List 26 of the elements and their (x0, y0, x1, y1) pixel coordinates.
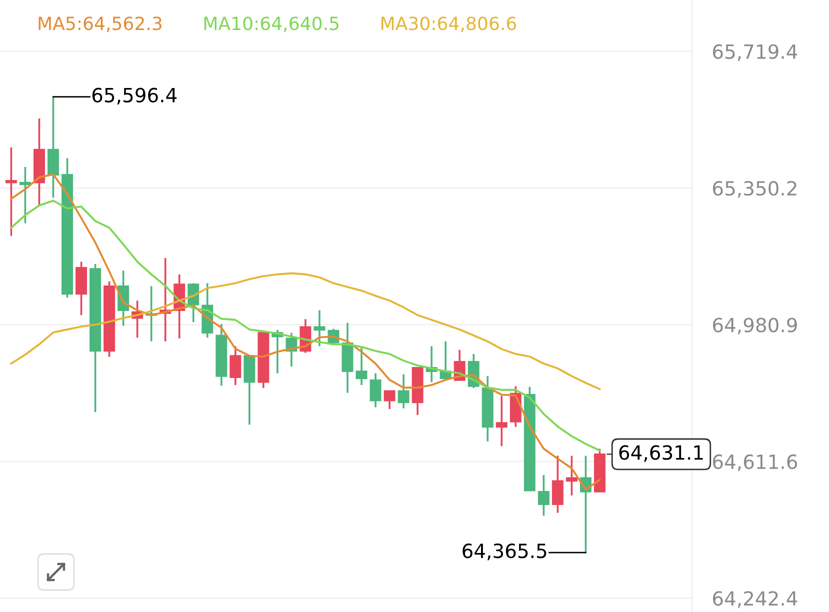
y-tick-label: 64,611.6 (713, 454, 798, 472)
candlestick (384, 390, 396, 410)
y-tick-label: 65,719.4 (713, 44, 798, 61)
candlestick (19, 166, 31, 224)
candlestick (5, 146, 17, 237)
candlestick (566, 454, 578, 496)
candlestick (398, 373, 410, 410)
candlestick (496, 394, 508, 448)
y-tick-label: 64,980.9 (713, 318, 797, 334)
candlestick (188, 282, 200, 324)
y-tick-label: 65,350.2 (713, 180, 796, 198)
candlestick (538, 474, 550, 517)
candlestick (230, 345, 242, 386)
y-tick-label: 64,242.4 (713, 591, 798, 608)
candlestick (552, 454, 564, 514)
text: MA30:64,806.6 (382, 16, 516, 32)
candlestick (314, 309, 326, 348)
line-series (10, 272, 601, 390)
candlestick (356, 345, 368, 386)
annotation: 65,596.4 (92, 88, 177, 104)
text: MA10:64,640.5 (204, 16, 338, 32)
candlestick (370, 372, 382, 408)
text: 64,631.1 (619, 445, 703, 462)
annotation: 64,365.5 (462, 544, 546, 560)
line-series (10, 200, 601, 452)
text: MA5:64,562.3 (38, 16, 162, 32)
